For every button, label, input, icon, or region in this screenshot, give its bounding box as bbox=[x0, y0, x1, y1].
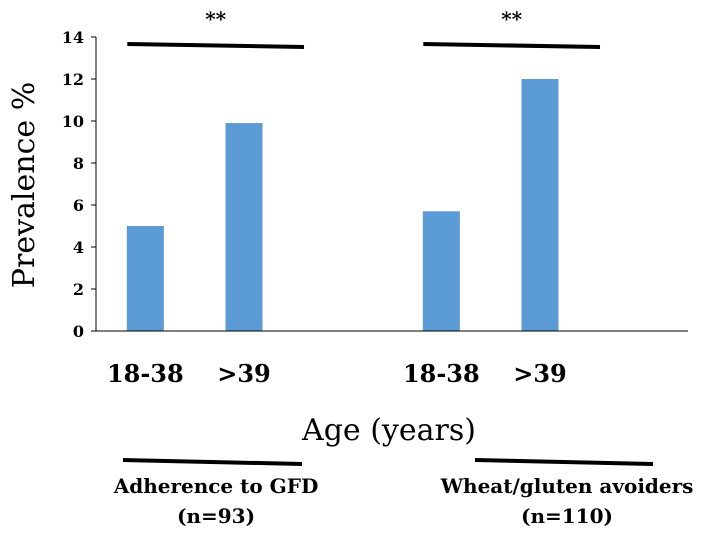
y-tick-label: 10 bbox=[62, 112, 84, 131]
x-tick-label: 18-38 bbox=[107, 359, 184, 388]
y-tick-label: 4 bbox=[73, 238, 84, 257]
group-name: Adherence to GFD bbox=[113, 474, 319, 498]
bar bbox=[521, 79, 559, 331]
y-axis: 0 2 4 6 8 10 12 14 bbox=[62, 28, 97, 341]
significance-markers: ** ** bbox=[127, 7, 601, 49]
significance-line bbox=[127, 42, 305, 49]
group-n-label: (n=93) bbox=[177, 504, 255, 528]
x-axis: 18-38 >39 18-38 >39 bbox=[96, 330, 688, 388]
y-tick-label: 2 bbox=[73, 280, 84, 299]
bar bbox=[422, 211, 460, 331]
x-tick-label: 18-38 bbox=[403, 359, 480, 388]
bars bbox=[126, 79, 559, 331]
group-divider-line bbox=[122, 458, 303, 466]
y-tick-label: 0 bbox=[73, 322, 84, 341]
group-divider-line bbox=[474, 458, 654, 466]
y-axis-title: Prevalence % bbox=[7, 82, 42, 288]
group-labels: Adherence to GFD (n=93) Wheat/gluten avoid… bbox=[113, 458, 694, 528]
x-tick-label: >39 bbox=[513, 359, 567, 388]
significance-label: ** bbox=[501, 7, 522, 31]
group-name: Wheat/gluten avoiders bbox=[440, 474, 694, 498]
y-tick-label: 6 bbox=[73, 196, 84, 215]
y-tick-label: 12 bbox=[62, 70, 84, 89]
y-tick-label: 14 bbox=[62, 28, 84, 47]
y-tick-label: 8 bbox=[73, 154, 84, 173]
x-tick-label: >39 bbox=[217, 359, 271, 388]
significance-line bbox=[423, 42, 601, 49]
x-axis-title: Age (years) bbox=[301, 413, 476, 448]
significance-label: ** bbox=[205, 7, 226, 31]
bar bbox=[126, 226, 164, 331]
group-n-label: (n=110) bbox=[521, 504, 613, 528]
bar bbox=[225, 123, 263, 331]
